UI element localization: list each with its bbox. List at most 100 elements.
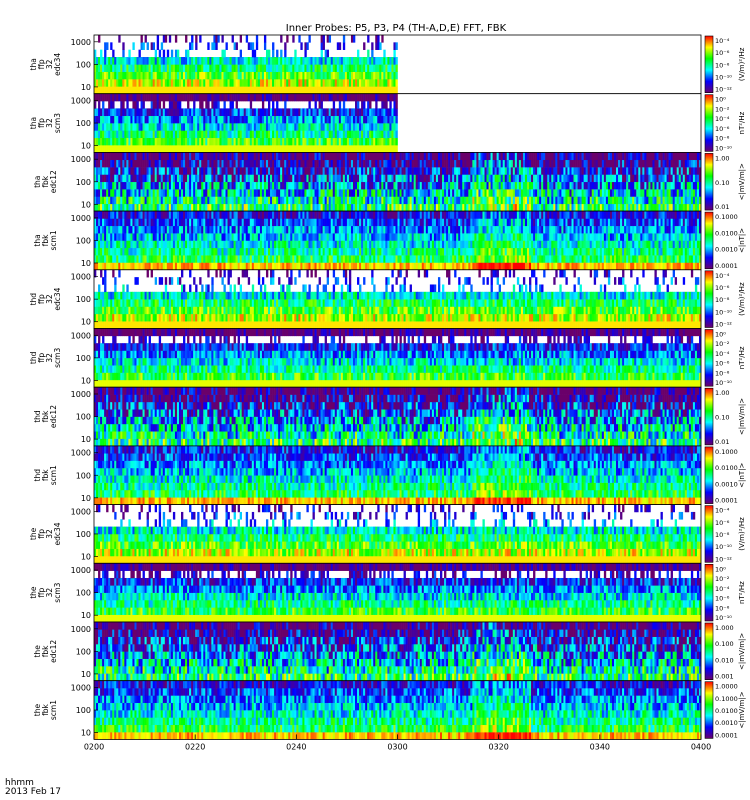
spectrogram-cell (209, 152, 211, 160)
spectrogram-cell (236, 145, 238, 153)
spectrogram-cell (169, 160, 171, 168)
spectrogram-cell (476, 182, 478, 190)
spectrogram-cell (108, 79, 110, 87)
spectrogram-cell (476, 167, 478, 175)
spectrogram-cell (238, 108, 240, 116)
spectrogram-cell (286, 86, 288, 94)
spectrogram-cell (290, 94, 292, 102)
spectrogram-cell (252, 72, 254, 80)
spectrogram-cell (199, 218, 201, 226)
spectrogram-cell (191, 57, 193, 65)
spectrogram-cell (385, 182, 387, 190)
spectrogram-cell (361, 86, 363, 94)
spectrogram-cell (381, 182, 383, 190)
spectrogram-cell (349, 86, 351, 94)
spectrogram-cell (151, 174, 153, 182)
spectrogram-cell (327, 50, 329, 58)
spectrogram-cell (519, 167, 521, 175)
spectrogram-cell (391, 86, 393, 94)
spectrogram-cell (361, 57, 363, 65)
spectrogram-cell (199, 255, 201, 263)
colorbar-tick-label: 1.00 (715, 154, 729, 162)
spectrogram-cell (369, 94, 371, 102)
spectrogram-cell (155, 108, 157, 116)
spectrogram-cell (402, 152, 404, 160)
spectrogram-cell (654, 196, 656, 204)
spectrogram-cell (112, 240, 114, 248)
spectrogram-cell (345, 152, 347, 160)
spectrogram-cell (122, 64, 124, 72)
spectrogram-cell (153, 167, 155, 175)
spectrogram-cell (183, 182, 185, 190)
spectrogram-cell (327, 174, 329, 182)
spectrogram-cell (116, 196, 118, 204)
spectrogram-cell (373, 108, 375, 116)
spectrogram-cell (213, 182, 215, 190)
spectrogram-cell (266, 189, 268, 197)
spectrogram-cell (624, 189, 626, 197)
spectrogram-cell (270, 145, 272, 153)
spectrogram-cell (118, 160, 120, 168)
spectrogram-cell (205, 108, 207, 116)
spectrogram-cell (124, 72, 126, 80)
spectrogram-cell (282, 72, 284, 80)
spectrogram-cell (219, 57, 221, 65)
spectrogram-cell (357, 64, 359, 72)
spectrogram-cell (185, 116, 187, 124)
spectrogram-cell (181, 255, 183, 263)
spectrogram-cell (197, 116, 199, 124)
colorbar-tick-label: 10⁻⁸ (715, 135, 730, 143)
spectrogram-cell (375, 138, 377, 146)
spectrogram-cell (187, 211, 189, 219)
spectrogram-cell (523, 160, 525, 168)
spectrogram-cell (252, 160, 254, 168)
spectrogram-cell (697, 152, 699, 160)
spectrogram-cell (159, 79, 161, 87)
colorbar-tick-label: 0.01 (715, 203, 729, 211)
spectrogram-cell (317, 189, 319, 197)
spectrogram-cell (311, 64, 313, 72)
spectrogram-cell (126, 211, 128, 219)
spectrogram-cell (369, 64, 371, 72)
spectrogram-cell (311, 145, 313, 153)
spectrogram-cell (118, 108, 120, 116)
spectrogram-cell (151, 145, 153, 153)
spectrogram-cell (547, 189, 549, 197)
spectrogram-cell (315, 116, 317, 124)
spectrogram-cell (106, 204, 108, 212)
spectrogram-cell (551, 204, 553, 212)
spectrogram-cell (383, 116, 385, 124)
spectrogram-cell (228, 160, 230, 168)
spectrogram-cell (487, 182, 489, 190)
spectrogram-cell (205, 152, 207, 160)
spectrogram-cell (393, 94, 395, 102)
spectrogram-cell (351, 94, 353, 102)
spectrogram-cell (130, 86, 132, 94)
spectrogram-cell (379, 79, 381, 87)
spectrogram-cell (414, 152, 416, 160)
spectrogram-cell (673, 196, 675, 204)
spectrogram-cell (693, 152, 695, 160)
spectrogram-cell (572, 196, 574, 204)
spectrogram-cell (367, 204, 369, 212)
spectrogram-cell (116, 233, 118, 241)
spectrogram-cell (270, 152, 272, 160)
spectrogram-cell (379, 196, 381, 204)
spectrogram-cell (325, 116, 327, 124)
spectrogram-cell (628, 152, 630, 160)
spectrogram-cell (693, 182, 695, 190)
spectrogram-cell (594, 182, 596, 190)
spectrogram-cell (238, 57, 240, 65)
spectrogram-cell (610, 182, 612, 190)
spectrogram-cell (606, 196, 608, 204)
spectrogram-cell (217, 211, 219, 219)
spectrogram-cell (177, 72, 179, 80)
spectrogram-cell (541, 152, 543, 160)
spectrogram-cell (642, 152, 644, 160)
spectrogram-cell (414, 189, 416, 197)
spectrogram-cell (616, 204, 618, 212)
spectrogram-cell (306, 152, 308, 160)
spectrogram-cell (642, 160, 644, 168)
spectrogram-cell (691, 204, 693, 212)
spectrogram-cell (381, 204, 383, 212)
